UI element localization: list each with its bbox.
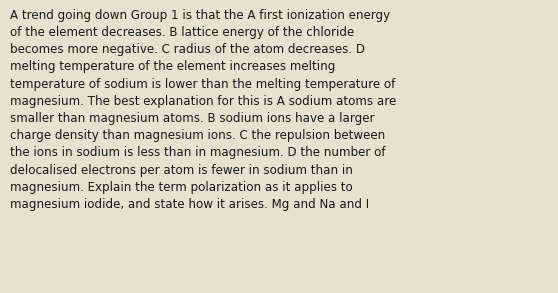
- Text: A trend going down Group 1 is that the A first ionization energy
of the element : A trend going down Group 1 is that the A…: [10, 9, 396, 211]
